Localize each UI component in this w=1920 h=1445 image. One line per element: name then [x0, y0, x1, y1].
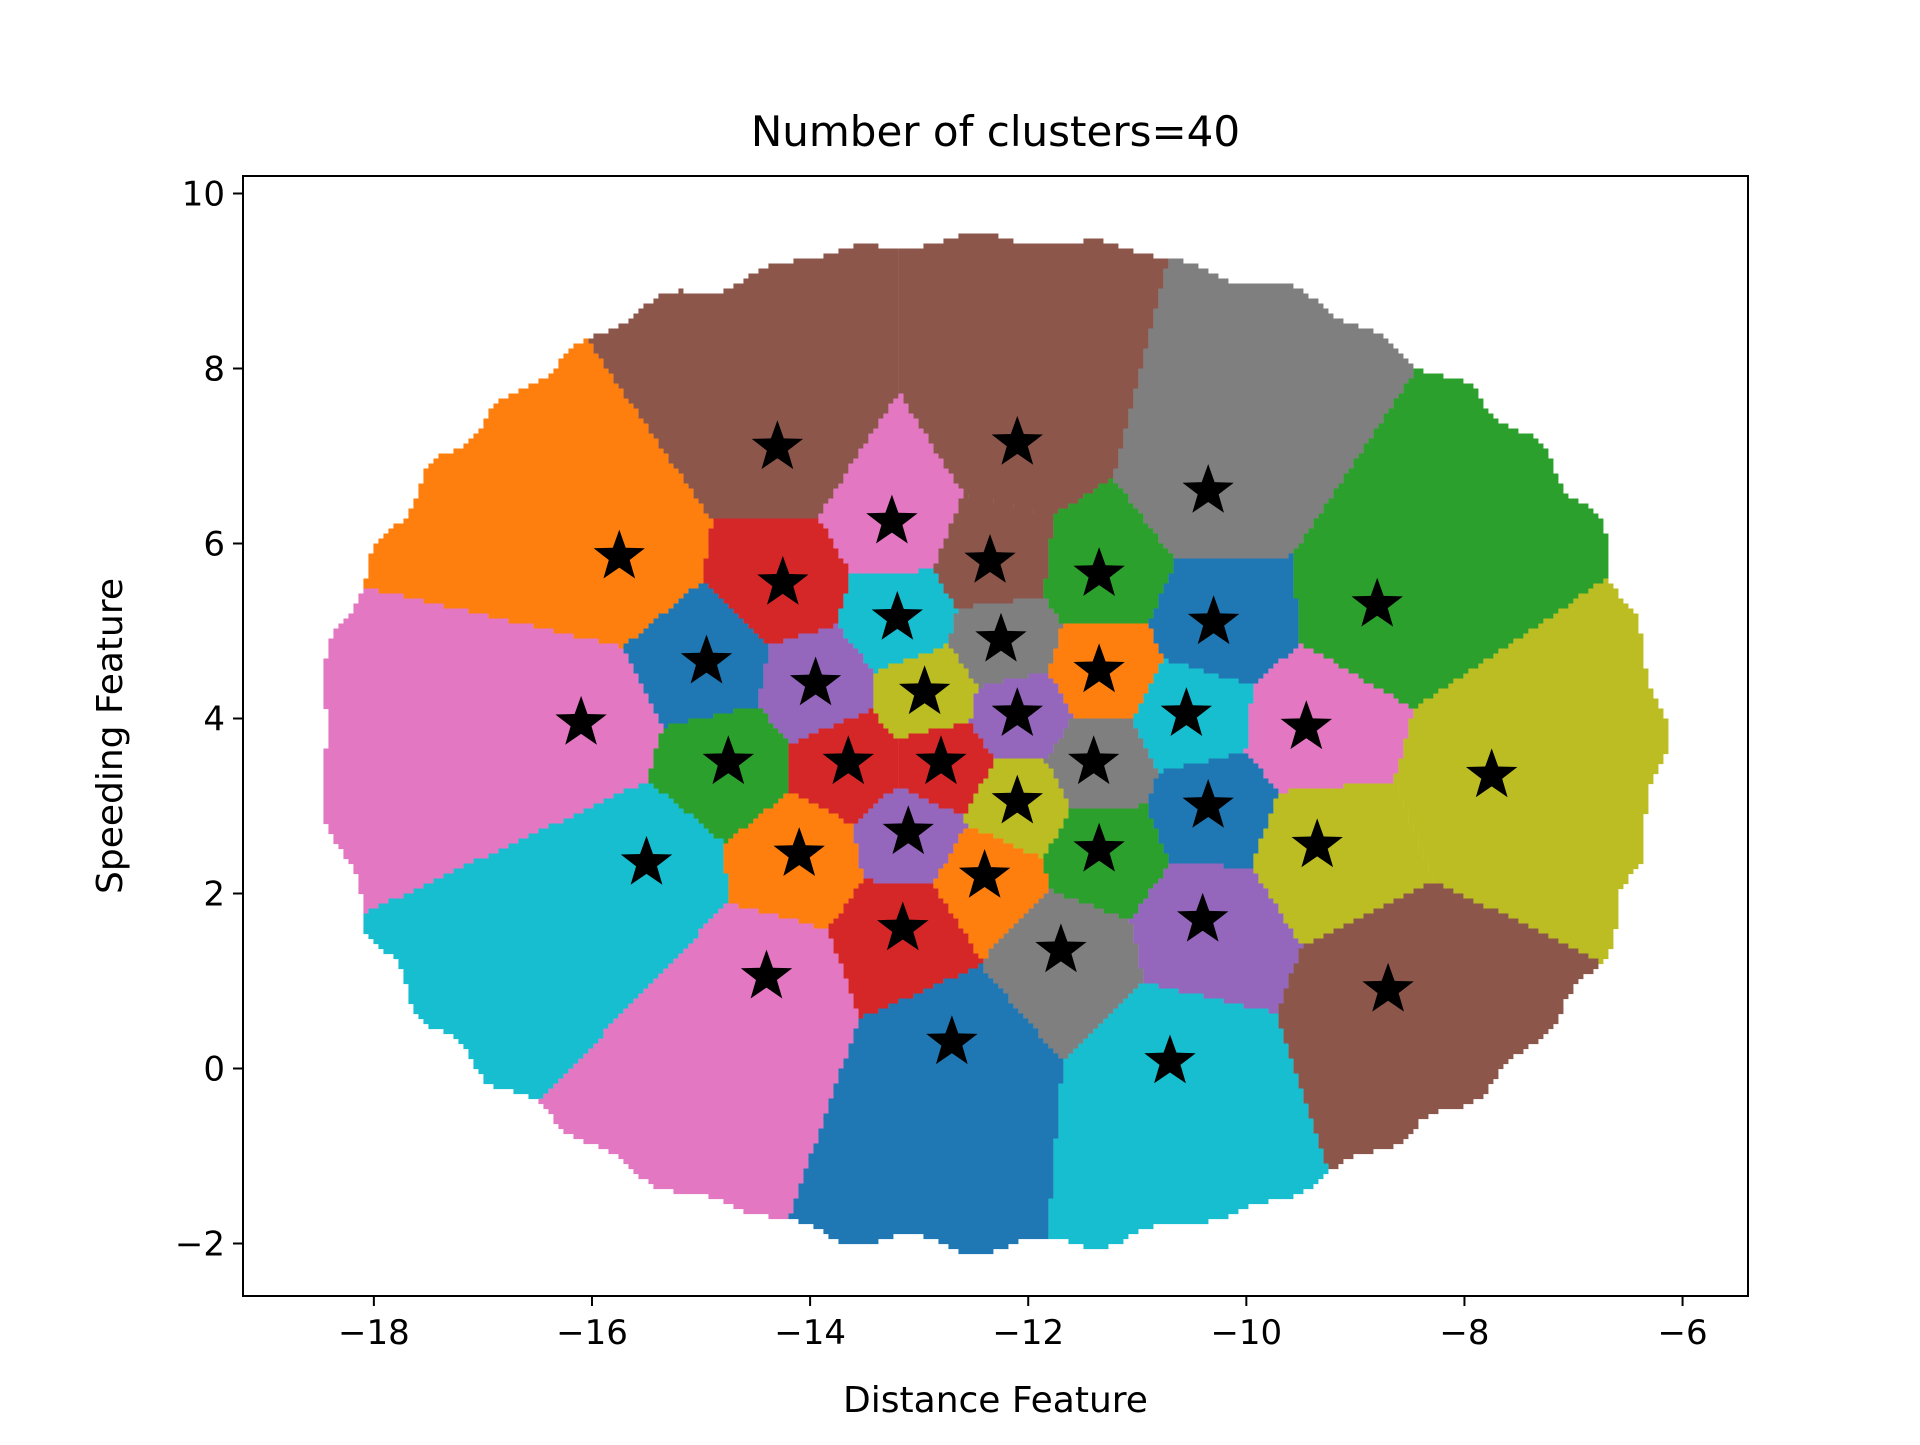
cluster-regions [323, 233, 1669, 1255]
x-tick-label: −12 [992, 1313, 1064, 1353]
cluster-region-3 [1113, 258, 1414, 560]
centroid-star-36 [1035, 923, 1087, 973]
x-tick-label: −10 [1210, 1313, 1282, 1353]
centroid-star-40 [1144, 1034, 1196, 1084]
plot-frame [242, 175, 1749, 1297]
y-tick-label: 2 [203, 875, 225, 915]
centroid-star-39 [926, 1015, 978, 1065]
centroid-star-12 [975, 612, 1027, 662]
centroid-star-14 [1073, 643, 1125, 693]
centroid-star-6 [757, 555, 809, 605]
centroid-star-5 [866, 494, 918, 544]
centroid-star-26 [991, 774, 1043, 824]
x-axis-label: Distance Feature [843, 1380, 1148, 1421]
centroid-star-1 [751, 420, 804, 470]
x-tick-label: −14 [774, 1313, 846, 1353]
y-tick-label: 8 [203, 350, 225, 390]
x-tick-label: −16 [556, 1313, 628, 1353]
centroid-star-15 [789, 656, 842, 706]
cluster-region-19 [323, 588, 664, 915]
cluster-region-32 [363, 783, 729, 1100]
centroid-markers [555, 415, 1518, 1084]
cluster-region-9 [1293, 368, 1609, 710]
cluster-region-29 [1253, 783, 1434, 945]
cluster-region-4 [363, 338, 714, 650]
y-tick-label: −2 [175, 1225, 225, 1265]
cluster-region-25 [1393, 578, 1669, 965]
centroid-star-23 [915, 735, 967, 785]
centroid-star-20 [1280, 700, 1332, 750]
centroid-star-4 [593, 529, 645, 579]
centroid-star-2 [991, 415, 1043, 465]
centroid-star-24 [1068, 735, 1120, 785]
centroid-star-31 [773, 827, 825, 876]
centroid-star-37 [740, 949, 793, 999]
centroid-star-7 [964, 534, 1016, 583]
centroid-star-30 [1073, 822, 1125, 872]
y-tick-label: 0 [203, 1050, 225, 1090]
chart-title: Number of clusters=40 [751, 107, 1240, 156]
centroid-star-9 [1351, 577, 1403, 627]
centroid-star-25 [1466, 748, 1518, 798]
centroid-star-16 [898, 665, 951, 715]
centroid-star-32 [620, 835, 673, 885]
x-tick-label: −18 [338, 1313, 410, 1353]
centroid-star-21 [702, 735, 754, 785]
cluster-region-38 [1278, 883, 1599, 1170]
centroid-star-27 [1182, 779, 1234, 828]
centroid-star-3 [1182, 464, 1234, 513]
y-tick-label: 10 [182, 175, 225, 215]
y-axis-label: Speeding Feature [90, 578, 131, 894]
centroid-star-8 [1073, 547, 1125, 596]
y-tick-label: 6 [203, 525, 225, 565]
centroid-star-10 [871, 590, 923, 640]
centroid-star-28 [882, 805, 934, 855]
x-axis-ticks: −18 −16 −14 −12 −10 −8 −6 [338, 1296, 1708, 1353]
centroid-star-22 [822, 735, 874, 785]
centroid-star-33 [958, 849, 1011, 898]
centroid-star-19 [555, 695, 607, 745]
centroid-star-35 [877, 901, 929, 951]
y-tick-label: 4 [203, 700, 225, 740]
centroid-star-29 [1291, 818, 1343, 868]
x-tick-label: −6 [1658, 1313, 1708, 1353]
y-axis-ticks: −2 0 2 4 6 8 10 [175, 175, 243, 1265]
centroid-star-17 [1160, 687, 1212, 736]
centroid-star-11 [1187, 595, 1240, 645]
centroid-star-13 [680, 634, 733, 684]
cluster-region-2 [898, 233, 1169, 515]
cluster-region-20 [1243, 643, 1414, 795]
centroid-star-18 [991, 687, 1043, 736]
centroid-star-34 [1177, 892, 1229, 942]
x-tick-label: −8 [1439, 1313, 1489, 1353]
centroid-star-38 [1362, 962, 1414, 1012]
